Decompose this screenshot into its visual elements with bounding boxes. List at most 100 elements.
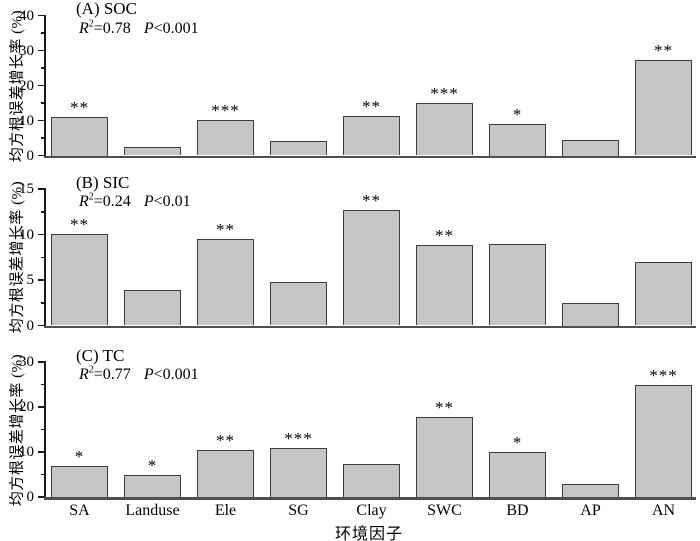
bar-BSIC-Clay bbox=[343, 209, 400, 326]
y-tick-label: 0 bbox=[26, 147, 35, 164]
stats-annotation: R2=0.24 P<0.01 bbox=[79, 191, 191, 210]
bar-ASOC-SG bbox=[270, 141, 327, 156]
y-tick-label: 20 bbox=[19, 77, 34, 94]
bar-BSIC-SA bbox=[51, 233, 108, 326]
significance-marker: *** bbox=[430, 83, 459, 103]
y-axis-minor-tick bbox=[41, 67, 45, 69]
significance-marker: ** bbox=[435, 225, 454, 245]
bar-CTC-Ele bbox=[197, 450, 254, 497]
x-axis-line bbox=[44, 325, 697, 329]
stats-annotation: R2=0.78 P<0.001 bbox=[79, 18, 199, 37]
x-axis-line bbox=[44, 497, 697, 500]
x-category-label: BD bbox=[506, 502, 529, 519]
y-axis-tick bbox=[38, 188, 45, 190]
bar-ASOC-AN bbox=[635, 60, 692, 156]
y-axis-tick bbox=[38, 324, 45, 327]
significance-marker: ** bbox=[216, 431, 235, 451]
bar-ASOC-SWC bbox=[416, 102, 473, 156]
x-axis-title: 环境因子 bbox=[334, 526, 404, 541]
bar-BSIC-Ele bbox=[197, 239, 254, 326]
y-axis-minor-tick bbox=[41, 211, 45, 213]
x-category-label: SA bbox=[69, 502, 90, 519]
bar-CTC-SWC bbox=[416, 417, 473, 497]
y-axis-tick bbox=[38, 119, 45, 122]
y-axis-line bbox=[44, 188, 46, 326]
y-tick-label: 30 bbox=[19, 42, 34, 59]
bar-BSIC-Landuse bbox=[124, 290, 181, 326]
y-tick-label: 15 bbox=[19, 181, 34, 197]
y-tick-label: 10 bbox=[19, 444, 34, 460]
y-axis-tick bbox=[38, 49, 45, 52]
significance-marker: ** bbox=[362, 190, 381, 210]
y-axis-minor-tick bbox=[41, 256, 45, 259]
x-axis-line bbox=[44, 155, 697, 159]
bar-ASOC-Clay bbox=[343, 116, 400, 156]
significance-marker: * bbox=[512, 105, 523, 124]
y-axis-tick bbox=[38, 451, 45, 453]
bar-CTC-Clay bbox=[343, 464, 400, 497]
y-tick-label: 10 bbox=[19, 112, 34, 129]
significance-marker: * bbox=[512, 433, 523, 453]
y-tick-label: 0 bbox=[26, 489, 35, 505]
significance-marker: *** bbox=[211, 100, 240, 120]
x-category-label: AP bbox=[580, 502, 601, 519]
significance-marker: ** bbox=[654, 41, 673, 61]
y-axis-tick bbox=[38, 279, 45, 281]
significance-marker: ** bbox=[362, 97, 381, 117]
y-axis-line bbox=[44, 361, 46, 497]
bar-ASOC-BD bbox=[489, 124, 546, 156]
y-axis-label: 均方根误差增长率 (%) bbox=[9, 353, 26, 506]
bar-BSIC-BD bbox=[489, 243, 546, 326]
bar-ASOC-AP bbox=[562, 139, 619, 156]
y-tick-label: 0 bbox=[26, 317, 35, 334]
x-category-label: Ele bbox=[214, 502, 237, 519]
y-axis-label: 均方根误差增长率 (%) bbox=[9, 181, 26, 334]
y-axis-tick bbox=[38, 233, 45, 236]
bar-BSIC-AN bbox=[635, 261, 692, 326]
y-axis-minor-tick bbox=[41, 428, 45, 431]
significance-marker: ** bbox=[435, 398, 454, 418]
stats-annotation: R2=0.77 P<0.001 bbox=[79, 364, 199, 383]
y-axis-minor-tick bbox=[41, 302, 45, 304]
y-tick-label: 40 bbox=[19, 7, 34, 24]
y-axis-minor-tick bbox=[41, 137, 45, 139]
bar-BSIC-AP bbox=[562, 302, 619, 326]
panel-title: (B) SIC bbox=[76, 172, 130, 192]
y-axis-tick bbox=[38, 361, 45, 363]
y-axis-minor-tick bbox=[41, 102, 45, 104]
y-tick-label: 20 bbox=[19, 399, 34, 415]
significance-marker: * bbox=[74, 446, 85, 466]
bar-CTC-BD bbox=[489, 452, 546, 497]
y-tick-label: 30 bbox=[19, 354, 34, 370]
panel-title: (A) SOC bbox=[76, 0, 137, 18]
bar-CTC-AP bbox=[562, 483, 619, 497]
significance-marker: ** bbox=[70, 98, 89, 117]
significance-marker: *** bbox=[284, 428, 313, 448]
significance-marker: ** bbox=[70, 214, 89, 234]
y-axis-minor-tick bbox=[41, 32, 45, 34]
significance-marker: *** bbox=[649, 365, 678, 385]
bar-ASOC-Landuse bbox=[124, 147, 181, 156]
y-axis-tick bbox=[38, 84, 45, 87]
y-axis-tick bbox=[38, 496, 45, 498]
x-category-label: Landuse bbox=[125, 502, 180, 519]
y-axis-minor-tick bbox=[41, 383, 45, 386]
panel-title: (C) TC bbox=[76, 345, 125, 365]
x-category-label: Clay bbox=[356, 502, 387, 519]
bar-ASOC-SA bbox=[51, 117, 108, 156]
bar-CTC-SG bbox=[270, 447, 327, 497]
bar-ASOC-Ele bbox=[197, 119, 254, 156]
x-category-label: SG bbox=[288, 502, 309, 519]
y-tick-label: 10 bbox=[19, 226, 34, 243]
x-category-label: AN bbox=[651, 502, 676, 519]
x-category-label: SWC bbox=[427, 502, 462, 519]
y-axis-minor-tick bbox=[41, 473, 45, 476]
y-axis-tick bbox=[38, 14, 45, 17]
bar-CTC-SA bbox=[51, 465, 108, 497]
bar-BSIC-SG bbox=[270, 281, 327, 326]
bar-CTC-AN bbox=[635, 384, 692, 497]
y-tick-label: 5 bbox=[26, 272, 35, 288]
significance-marker: * bbox=[147, 456, 158, 476]
y-axis-tick bbox=[38, 406, 45, 408]
